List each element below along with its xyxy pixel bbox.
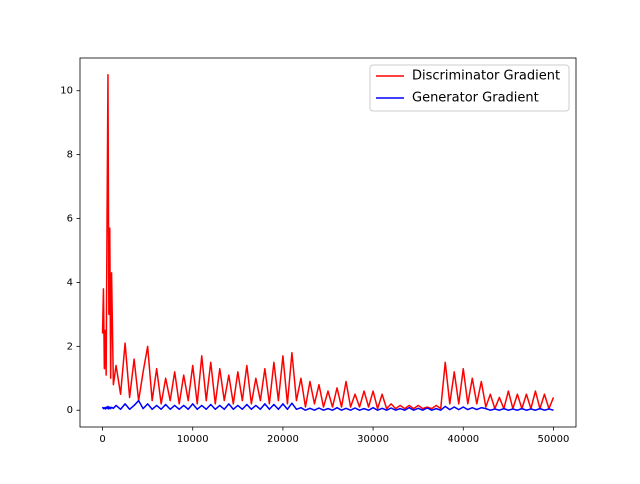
x-tick-label: 50000 — [538, 434, 570, 445]
y-tick-label: 10 — [60, 86, 73, 97]
y-tick-label: 6 — [67, 214, 73, 225]
axes-frame — [79, 57, 577, 428]
data-line — [101, 74, 555, 410]
x-tick-label: 20000 — [267, 434, 299, 445]
y-tick-label: 8 — [67, 150, 73, 161]
y-tick-label: 0 — [67, 405, 73, 416]
y-tick-label: 4 — [67, 277, 73, 288]
x-tick-label: 0 — [99, 434, 105, 445]
legend-label: Generator Gradient — [412, 91, 539, 106]
legend-label: Discriminator Gradient — [412, 69, 560, 84]
x-tick-label: 30000 — [357, 434, 389, 445]
legend-box — [369, 64, 570, 112]
x-tick-label: 10000 — [177, 434, 209, 445]
y-tick-label: 2 — [67, 341, 73, 352]
x-tick-label: 40000 — [447, 434, 479, 445]
data-line — [101, 399, 554, 411]
